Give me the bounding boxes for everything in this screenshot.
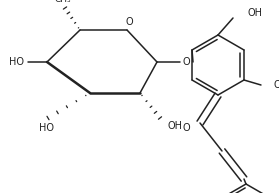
Text: HO: HO: [39, 123, 54, 133]
Text: OH: OH: [248, 8, 263, 18]
Text: OH: OH: [274, 80, 279, 90]
Text: O: O: [182, 123, 190, 133]
Text: CH₃: CH₃: [55, 0, 71, 4]
Text: HO: HO: [8, 57, 23, 67]
Text: O: O: [125, 17, 133, 27]
Text: OH: OH: [168, 121, 183, 131]
Text: O: O: [182, 57, 190, 67]
